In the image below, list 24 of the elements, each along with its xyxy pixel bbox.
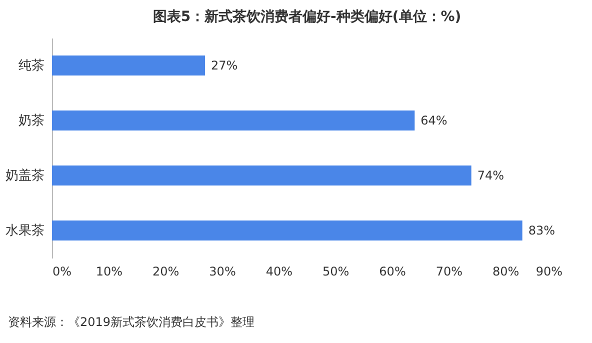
- x-tick-label: 40%: [266, 264, 293, 278]
- x-tick-label: 0%: [52, 264, 72, 278]
- y-tick-label: 纯茶: [18, 58, 44, 74]
- x-tick-label: 30%: [209, 264, 236, 278]
- chart-title: 图表5：新式茶饮消费者偏好-种类偏好(单位：%): [152, 8, 462, 25]
- data-label: 83%: [528, 224, 556, 238]
- y-tick-label: 水果茶: [6, 224, 44, 238]
- data-label: 74%: [477, 168, 504, 182]
- data-label: 64%: [420, 114, 448, 128]
- bar: [52, 56, 205, 76]
- bar: [52, 110, 415, 130]
- x-tick-label: 90%: [536, 264, 562, 278]
- y-tick-label: 奶茶: [18, 114, 44, 128]
- y-tick-label: 奶盖茶: [6, 168, 44, 184]
- x-tick-label: 70%: [436, 264, 463, 278]
- text: 资料来源：《2019新式茶饮消费白皮书》整理: [8, 314, 255, 331]
- x-tick-label: 20%: [152, 264, 180, 278]
- bar: [52, 166, 472, 186]
- x-tick-label: 80%: [492, 264, 520, 278]
- bar: [52, 220, 522, 240]
- x-tick-label: 50%: [322, 264, 350, 278]
- x-tick-label: 60%: [379, 264, 406, 278]
- data-label: 27%: [211, 58, 238, 72]
- x-tick-label: 10%: [96, 264, 123, 278]
